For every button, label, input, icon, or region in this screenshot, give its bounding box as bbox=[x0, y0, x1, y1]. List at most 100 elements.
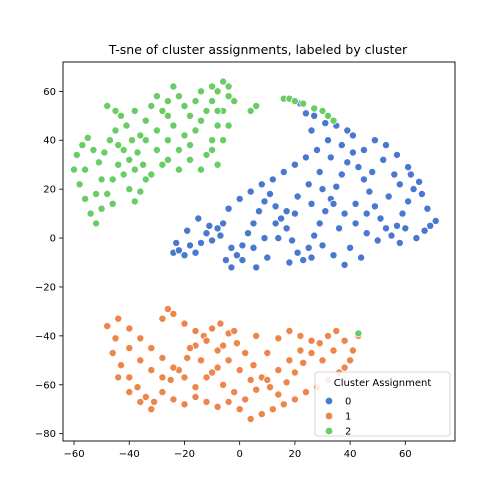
x-axis: −60 −40 −20 0 20 40 60 bbox=[63, 441, 412, 460]
point-2-22 bbox=[94, 158, 103, 167]
point-1-93 bbox=[263, 348, 272, 357]
legend-marker-0 bbox=[324, 396, 334, 406]
point-2-82 bbox=[185, 141, 194, 150]
x-tick-label-1: −40 bbox=[119, 449, 140, 460]
point-0-20 bbox=[277, 214, 286, 223]
point-0-75 bbox=[268, 175, 277, 184]
point-0-70 bbox=[172, 238, 181, 247]
point-2-77 bbox=[213, 160, 222, 169]
x-tick-label-5: 40 bbox=[344, 449, 357, 460]
point-2-65 bbox=[136, 131, 145, 140]
point-0-90 bbox=[351, 219, 360, 228]
point-0-17 bbox=[260, 197, 269, 206]
point-0-62 bbox=[260, 234, 269, 243]
point-2-94 bbox=[354, 329, 363, 338]
x-tick-label-6: 60 bbox=[399, 449, 412, 460]
point-1-5 bbox=[133, 383, 142, 392]
point-0-34 bbox=[354, 163, 363, 172]
point-1-43 bbox=[235, 405, 244, 414]
point-1-68 bbox=[202, 373, 211, 382]
point-0-12 bbox=[232, 251, 241, 260]
point-1-21 bbox=[265, 383, 274, 392]
point-0-97 bbox=[423, 204, 432, 213]
point-0-110 bbox=[318, 185, 327, 194]
point-2-84 bbox=[246, 106, 255, 115]
point-2-71 bbox=[108, 199, 117, 208]
point-2-4 bbox=[92, 219, 101, 228]
point-1-46 bbox=[202, 397, 211, 406]
point-1-70 bbox=[125, 344, 134, 353]
point-1-33 bbox=[346, 356, 355, 365]
point-0-44 bbox=[409, 185, 418, 194]
point-1-42 bbox=[246, 414, 255, 423]
point-0-107 bbox=[274, 234, 283, 243]
point-0-35 bbox=[359, 175, 368, 184]
chart-title: T-sne of cluster assignments, labeled by… bbox=[108, 42, 408, 57]
point-2-52 bbox=[169, 82, 178, 91]
point-1-98 bbox=[230, 326, 239, 335]
point-2-36 bbox=[202, 150, 211, 159]
point-1-61 bbox=[125, 324, 134, 333]
point-1-7 bbox=[150, 397, 159, 406]
x-tick-label-0: −60 bbox=[63, 449, 84, 460]
point-0-88 bbox=[329, 199, 338, 208]
point-2-85 bbox=[252, 102, 261, 111]
point-0-108 bbox=[290, 209, 299, 218]
point-0-100 bbox=[340, 260, 349, 269]
point-2-47 bbox=[196, 116, 205, 125]
point-1-64 bbox=[158, 353, 167, 362]
point-0-27 bbox=[315, 219, 324, 228]
point-1-52 bbox=[169, 309, 178, 318]
point-2-35 bbox=[196, 165, 205, 174]
point-0-76 bbox=[279, 167, 288, 176]
point-0-8 bbox=[213, 224, 222, 233]
point-0-9 bbox=[219, 219, 228, 228]
point-2-60 bbox=[174, 165, 183, 174]
point-1-82 bbox=[230, 388, 239, 397]
point-2-12 bbox=[136, 187, 145, 196]
point-0-3 bbox=[185, 241, 194, 250]
legend-label-1: 1 bbox=[345, 412, 351, 423]
point-1-26 bbox=[307, 348, 316, 357]
point-2-67 bbox=[114, 141, 123, 150]
point-2-78 bbox=[208, 145, 217, 154]
point-0-14 bbox=[243, 229, 252, 238]
point-1-62 bbox=[136, 334, 145, 343]
point-1-23 bbox=[282, 378, 291, 387]
y-tick-label-0: −80 bbox=[35, 429, 56, 440]
point-1-88 bbox=[296, 346, 305, 355]
point-1-72 bbox=[147, 366, 156, 375]
point-1-24 bbox=[290, 368, 299, 377]
point-0-84 bbox=[310, 111, 319, 120]
point-0-119 bbox=[362, 209, 371, 218]
legend-label-0: 0 bbox=[345, 397, 351, 408]
point-2-90 bbox=[310, 104, 319, 113]
point-2-74 bbox=[191, 97, 200, 106]
point-2-37 bbox=[208, 136, 217, 145]
legend-title: Cluster Assignment bbox=[334, 378, 432, 389]
point-2-68 bbox=[97, 175, 106, 184]
point-1-29 bbox=[332, 326, 341, 335]
point-2-91 bbox=[318, 106, 327, 115]
point-2-26 bbox=[72, 150, 81, 159]
point-1-1 bbox=[111, 334, 120, 343]
point-0-13 bbox=[238, 241, 247, 250]
point-2-64 bbox=[147, 170, 156, 179]
point-2-17 bbox=[122, 121, 131, 130]
point-0-33 bbox=[348, 148, 357, 157]
point-1-11 bbox=[183, 353, 192, 362]
point-1-96 bbox=[296, 331, 305, 340]
legend-label-2: 2 bbox=[345, 427, 351, 438]
point-1-0 bbox=[103, 322, 112, 331]
point-2-25 bbox=[78, 141, 87, 150]
point-0-30 bbox=[332, 182, 341, 191]
point-0-73 bbox=[246, 187, 255, 196]
point-2-88 bbox=[290, 97, 299, 106]
x-tick-label-2: −20 bbox=[174, 449, 195, 460]
point-2-73 bbox=[130, 165, 139, 174]
point-0-23 bbox=[293, 248, 302, 257]
point-0-24 bbox=[299, 256, 308, 265]
point-2-43 bbox=[219, 77, 228, 86]
point-2-61 bbox=[180, 131, 189, 140]
point-2-62 bbox=[169, 121, 178, 130]
